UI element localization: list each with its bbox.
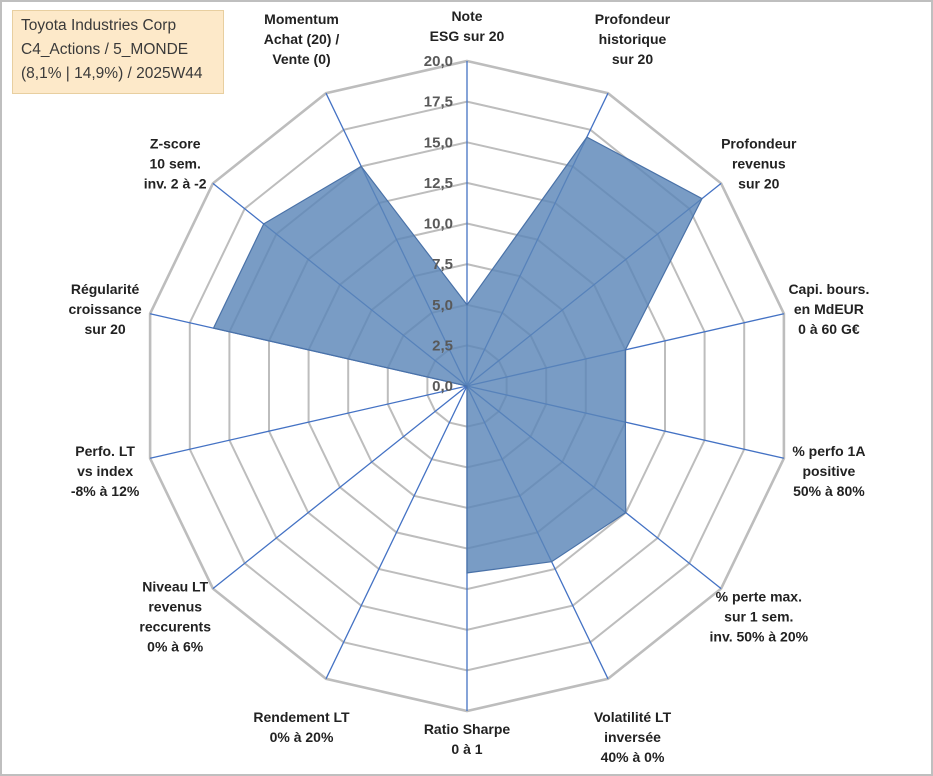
axis-label-line: 0 à 60 G€	[798, 321, 860, 337]
tick-label: 10,0	[424, 216, 453, 233]
axis-label-line: sur 20	[84, 321, 125, 337]
axis-label-4: % perfo 1A positive 50% à 80%	[792, 443, 865, 499]
axis-spoke	[149, 385, 468, 459]
label-layer: Note ESG sur 20 Profondeur historique sur 20…	[69, 8, 870, 765]
axis-label-line: inv. 50% à 20%	[710, 628, 809, 644]
info-box: Toyota Industries Corp C4_Actions / 5_MO…	[12, 10, 224, 94]
tick-label: 2,5	[432, 337, 453, 354]
axis-label-line: Niveau LT	[142, 578, 208, 594]
axis-label-line: croissance	[69, 301, 142, 317]
axis-label-line: 50% à 80%	[793, 483, 865, 499]
axis-label-line: historique	[599, 31, 667, 47]
axis-spoke	[212, 385, 468, 590]
axis-label-1: Profondeur historique sur 20	[595, 11, 671, 67]
axis-label-line: 40% à 0%	[601, 749, 665, 765]
axis-label-line: Volatilité LT	[594, 709, 672, 725]
axis-label-line: 0% à 20%	[270, 729, 334, 745]
axis-label-line: Note	[451, 8, 482, 24]
tick-label: 17,5	[424, 94, 453, 111]
axis-label-line: % perfo 1A	[792, 443, 865, 459]
period-info: (8,1% | 14,9%) / 2025W44	[21, 65, 203, 82]
axis-label-line: vs index	[77, 463, 133, 479]
axis-label-line: ESG sur 20	[430, 28, 505, 44]
axis-label-line: en MdEUR	[794, 301, 864, 317]
axis-label-line: Rendement LT	[253, 709, 350, 725]
axis-label-line: Vente (0)	[272, 51, 330, 67]
tick-label: 7,5	[432, 256, 453, 273]
axis-label-0: Note ESG sur 20	[430, 8, 505, 44]
axis-label-line: Profondeur	[595, 11, 671, 27]
axis-label-line: sur 1 sem.	[724, 608, 793, 624]
axis-label-8: Rendement LT 0% à 20%	[253, 709, 350, 745]
tick-label: 20,0	[424, 53, 453, 70]
axis-label-13: Momentum Achat (20) / Vente (0)	[264, 11, 340, 67]
axis-label-line: sur 20	[738, 176, 779, 192]
portfolio-name: C4_Actions / 5_MONDE	[21, 41, 189, 58]
axis-label-line: Ratio Sharpe	[424, 721, 511, 737]
axis-label-line: inversée	[604, 729, 661, 745]
axis-label-line: % perte max.	[716, 588, 802, 604]
series-layer	[212, 136, 703, 574]
tick-layer: 0,0 2,5 5,0 7,5 10,0 12,5 15,0 17,5 20,0	[424, 53, 453, 395]
axis-label-line: -8% à 12%	[71, 483, 140, 499]
axis-label-line: Perfo. LT	[75, 443, 135, 459]
axis-label-2: Profondeur revenus sur 20	[721, 136, 797, 192]
axis-label-11: Régularité croissance sur 20	[69, 281, 142, 337]
tick-label: 5,0	[432, 297, 453, 314]
axis-label-line: 0% à 6%	[147, 638, 204, 654]
axis-label-3: Capi. bours. en MdEUR 0 à 60 G€	[788, 281, 869, 337]
axis-label-line: Z-score	[150, 136, 201, 152]
axis-label-line: inv. 2 à -2	[144, 176, 207, 192]
axis-label-line: 10 sem.	[150, 156, 201, 172]
axis-label-6: Volatilité LT inversée 40% à 0%	[594, 709, 672, 765]
axis-label-9: Niveau LT revenus reccurents 0% à 6%	[139, 578, 211, 654]
tick-label: 15,0	[424, 134, 453, 151]
axis-spoke	[325, 385, 468, 680]
axis-label-line: Achat (20) /	[264, 31, 340, 47]
axis-label-line: reccurents	[139, 618, 211, 634]
axis-label-7: Ratio Sharpe 0 à 1	[424, 721, 511, 757]
axis-label-line: Régularité	[71, 281, 140, 297]
axis-label-12: Z-score 10 sem. inv. 2 à -2	[144, 136, 207, 192]
axis-label-line: revenus	[732, 156, 786, 172]
tick-label: 0,0	[432, 378, 453, 395]
tick-label: 12,5	[424, 175, 453, 192]
axis-label-line: positive	[802, 463, 855, 479]
axis-label-line: 0 à 1	[451, 741, 482, 757]
axis-label-line: Capi. bours.	[788, 281, 869, 297]
series-area	[212, 136, 703, 574]
axis-label-line: sur 20	[612, 51, 653, 67]
axis-label-10: Perfo. LT vs index -8% à 12%	[71, 443, 140, 499]
axis-label-line: revenus	[148, 598, 202, 614]
axis-label-line: Momentum	[264, 11, 339, 27]
axis-label-line: Profondeur	[721, 136, 797, 152]
company-name: Toyota Industries Corp	[21, 17, 177, 34]
axis-label-5: % perte max. sur 1 sem. inv. 50% à 20%	[710, 588, 809, 644]
